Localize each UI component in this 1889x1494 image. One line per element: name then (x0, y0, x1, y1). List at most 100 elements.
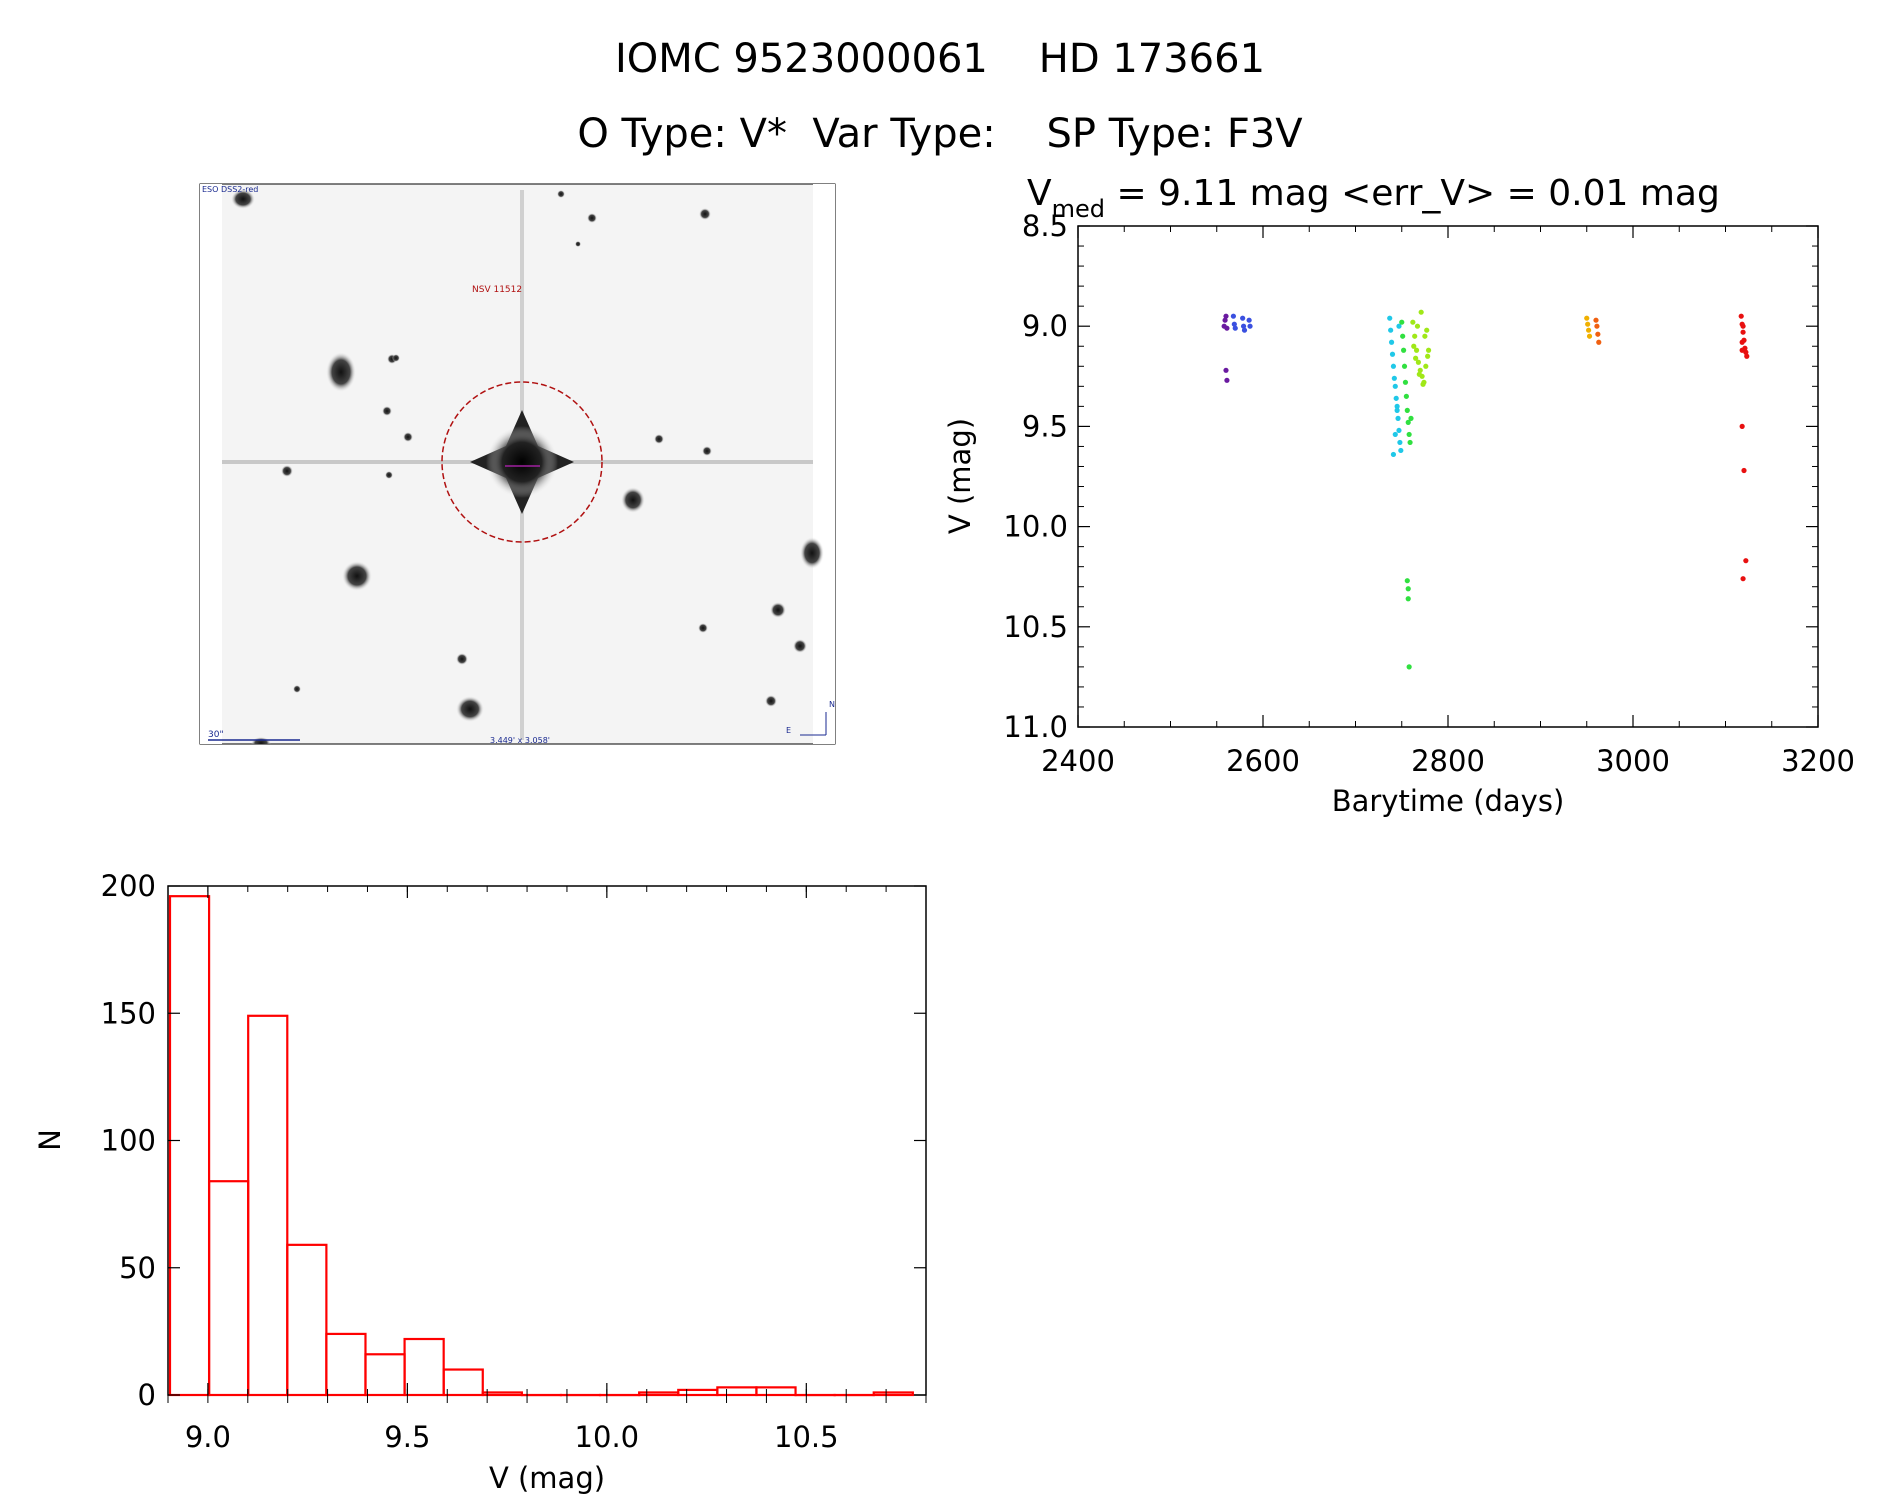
lc-point-epoch-5 (1414, 323, 1421, 329)
lc-point-epoch-8 (1740, 329, 1746, 335)
hist-bar (755, 1386, 797, 1397)
hist-bar (325, 1332, 367, 1397)
lc-point-epoch-3 (1389, 351, 1396, 357)
lc-point-epoch-1 (1224, 325, 1230, 331)
lc-point-epoch-5 (1422, 333, 1428, 339)
lc-point-epoch-7 (1593, 317, 1599, 323)
lc-point-epoch-3 (1394, 403, 1400, 409)
lc-point-epoch-3 (1394, 407, 1400, 413)
lc-point-epoch-8 (1744, 353, 1750, 359)
lc-point-epoch-4 (1406, 664, 1412, 670)
hist-bar (677, 1388, 719, 1397)
lc-point-epoch-2 (1240, 315, 1246, 321)
lc-point-epoch-4 (1404, 578, 1410, 584)
field-stars (231, 189, 824, 744)
hist-x-tick-label: 9.0 (185, 1420, 231, 1454)
lc-ylabel: V (mag) (943, 418, 977, 534)
lc-point-epoch-3 (1393, 395, 1399, 401)
lc-x-tick-label: 2600 (1226, 744, 1300, 778)
lc-point-epoch-6 (1586, 333, 1593, 339)
lc-point-epoch-6 (1585, 321, 1591, 327)
hist-bar (481, 1391, 523, 1397)
lc-point-epoch-4 (1406, 431, 1412, 438)
lc-point-epoch-8 (1740, 323, 1746, 329)
lc-point-epoch-3 (1398, 447, 1404, 454)
lc-point-epoch-4 (1407, 439, 1413, 446)
hist-x-tick-label: 10.0 (575, 1420, 640, 1454)
hist-y-tick-label: 100 (101, 1124, 156, 1158)
lc-point-epoch-5 (1424, 327, 1430, 333)
lc-point-epoch-7 (1595, 331, 1601, 337)
lc-point-epoch-4 (1399, 319, 1405, 325)
lc-point-epoch-3 (1392, 383, 1398, 389)
hist-bar (403, 1337, 445, 1397)
hist-xlabel: V (mag) (489, 1461, 605, 1494)
hist-x-tick-label: 9.5 (384, 1420, 430, 1454)
lc-point-epoch-8 (1743, 558, 1749, 564)
lc-point-epoch-1 (1224, 377, 1230, 383)
lc-xlabel: Barytime (days) (1332, 784, 1565, 818)
hist-bar (442, 1368, 484, 1397)
hist-bar (364, 1353, 406, 1397)
hist-bar (716, 1386, 758, 1397)
figure-title: IOMC 9523000061 HD 173661 (615, 36, 1265, 82)
lc-point-epoch-2 (1230, 313, 1236, 319)
lc-point-epoch-2 (1247, 323, 1253, 329)
lc-point-epoch-8 (1738, 313, 1744, 319)
lc-point-epoch-4 (1402, 379, 1409, 385)
lc-point-epoch-8 (1739, 423, 1745, 429)
lc-y-tick-label: 8.5 (1022, 209, 1068, 243)
east-label: E (786, 726, 791, 735)
lc-point-epoch-3 (1395, 415, 1401, 421)
lc-point-epoch-2 (1232, 325, 1238, 331)
hist-bar (286, 1243, 328, 1397)
lc-point-epoch-2 (1240, 323, 1247, 329)
hist-y-tick-label: 50 (119, 1251, 156, 1285)
lc-point-epoch-3 (1396, 323, 1402, 329)
lc-point-epoch-4 (1405, 419, 1411, 425)
hist-y-tick-label: 200 (101, 869, 156, 903)
hist-plot-frame (167, 885, 927, 1396)
lc-point-epoch-4 (1408, 415, 1414, 421)
lc-point-epoch-8 (1741, 467, 1747, 474)
lc-point-epoch-4 (1403, 393, 1409, 399)
light-curve-chart: Vmed = 9.11 mag <err_V> = 0.01 mag 2400 2… (943, 173, 1855, 818)
hist-ylabel: N (33, 1129, 67, 1151)
hist-bar (168, 895, 211, 1397)
lc-point-epoch-4 (1405, 596, 1411, 602)
lc-point-epoch-5 (1412, 333, 1418, 339)
lc-y-tick-label: 9.5 (1022, 409, 1068, 443)
lc-point-epoch-5 (1420, 381, 1426, 387)
lc-point-epoch-5 (1418, 309, 1424, 315)
lc-point-epoch-8 (1739, 347, 1745, 353)
lc-point-epoch-3 (1387, 315, 1393, 321)
hist-bar (247, 1014, 289, 1397)
fov-label: 3.449' x 3.058' (490, 736, 550, 745)
lc-point-epoch-5 (1425, 353, 1431, 359)
lc-point-epoch-4 (1400, 333, 1406, 339)
lc-point-epoch-3 (1391, 375, 1397, 381)
lc-point-epoch-5 (1423, 363, 1429, 369)
object-label: NSV 11512 (472, 285, 522, 295)
lc-point-epoch-4 (1405, 586, 1411, 592)
lc-point-epoch-7 (1594, 323, 1600, 329)
lc-y-tick-label: 10.5 (1003, 610, 1068, 644)
survey-label: ESO DSS2-red (202, 185, 258, 194)
lc-point-epoch-6 (1586, 327, 1592, 333)
lc-point-epoch-8 (1740, 576, 1746, 582)
lc-point-epoch-1 (1223, 313, 1229, 319)
lc-point-epoch-3 (1390, 451, 1397, 458)
lc-point-epoch-5 (1410, 319, 1416, 325)
lc-point-epoch-3 (1392, 431, 1398, 438)
north-label: N (829, 700, 835, 709)
lc-point-epoch-2 (1241, 327, 1248, 333)
lc-point-epoch-5 (1413, 355, 1419, 361)
lc-point-epoch-4 (1401, 363, 1408, 369)
lc-point-epoch-7 (1596, 339, 1602, 345)
hist-bars (168, 895, 914, 1397)
lc-point-epoch-1 (1222, 317, 1228, 323)
hist-bar (638, 1391, 680, 1397)
lc-point-epoch-4 (1404, 407, 1410, 413)
lc-point-epoch-3 (1388, 327, 1394, 333)
lc-y-tick-label: 10.0 (1003, 510, 1068, 544)
